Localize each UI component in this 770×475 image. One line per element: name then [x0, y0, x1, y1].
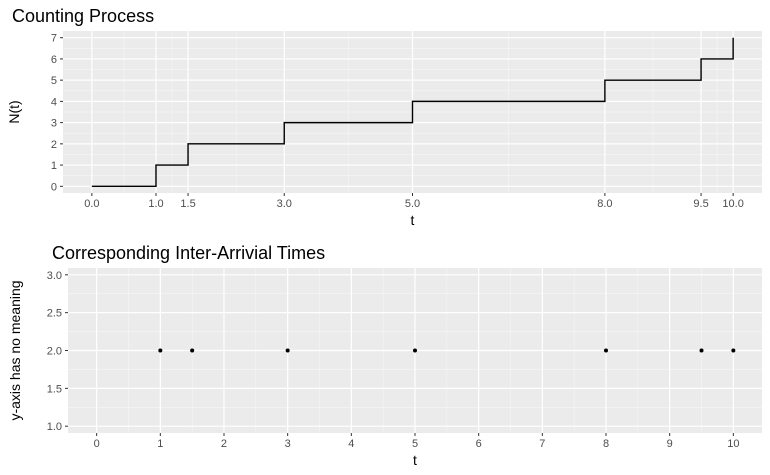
- data-point: [699, 348, 704, 353]
- data-point: [604, 348, 609, 353]
- data-point: [190, 348, 195, 353]
- x-tick-label: 9.5: [693, 198, 708, 210]
- y-tick-label: 2.0: [47, 346, 62, 358]
- y-tick-label: 2.5: [47, 308, 62, 320]
- x-tick-label: 10.0: [722, 198, 743, 210]
- x-tick-label: 8: [603, 438, 609, 450]
- data-point: [413, 348, 417, 353]
- x-tick-label: 9: [667, 438, 673, 450]
- y-tick-label: 7: [51, 33, 57, 45]
- y-axis-title: y-axis has no meaning: [7, 280, 23, 420]
- chart-title: Corresponding Inter-Arrivial Times: [52, 243, 325, 263]
- y-tick-label: 2: [51, 139, 57, 151]
- x-tick-label: 4: [348, 438, 354, 450]
- x-tick-label: 1.5: [180, 198, 195, 210]
- y-tick-label: 1.0: [47, 421, 62, 433]
- y-tick-label: 3.0: [47, 270, 62, 282]
- data-point: [285, 348, 290, 353]
- x-tick-label: 3.0: [277, 198, 292, 210]
- y-tick-label: 1: [51, 160, 57, 172]
- data-point: [158, 348, 163, 353]
- x-tick-label: 10: [727, 438, 739, 450]
- step-line-series: [91, 37, 734, 188]
- x-tick-label: 0.0: [84, 198, 99, 210]
- data-point: [731, 348, 736, 353]
- x-tick-label: 2: [221, 438, 227, 450]
- x-tick-label: 7: [539, 438, 545, 450]
- x-tick-label: 3: [285, 438, 291, 450]
- x-tick-label: 5: [412, 438, 418, 450]
- y-tick-label: 3: [51, 118, 57, 130]
- chart-title: Counting Process: [12, 6, 154, 26]
- y-tick-label: 0: [51, 181, 57, 193]
- x-axis-title: t: [413, 452, 417, 468]
- x-tick-label: 5.0: [405, 198, 420, 210]
- y-tick-label: 6: [51, 54, 57, 66]
- y-tick-label: 5: [51, 75, 57, 87]
- y-tick-label: 4: [51, 96, 57, 108]
- y-tick-label: 1.5: [47, 383, 62, 395]
- x-tick-label: 1: [157, 438, 163, 450]
- x-axis-title: t: [411, 212, 415, 228]
- y-axis-title: N(t): [6, 100, 22, 123]
- x-tick-label: 0: [94, 438, 100, 450]
- x-tick-label: 6: [476, 438, 482, 450]
- x-tick-label: 1.0: [148, 198, 163, 210]
- x-tick-label: 8.0: [597, 198, 612, 210]
